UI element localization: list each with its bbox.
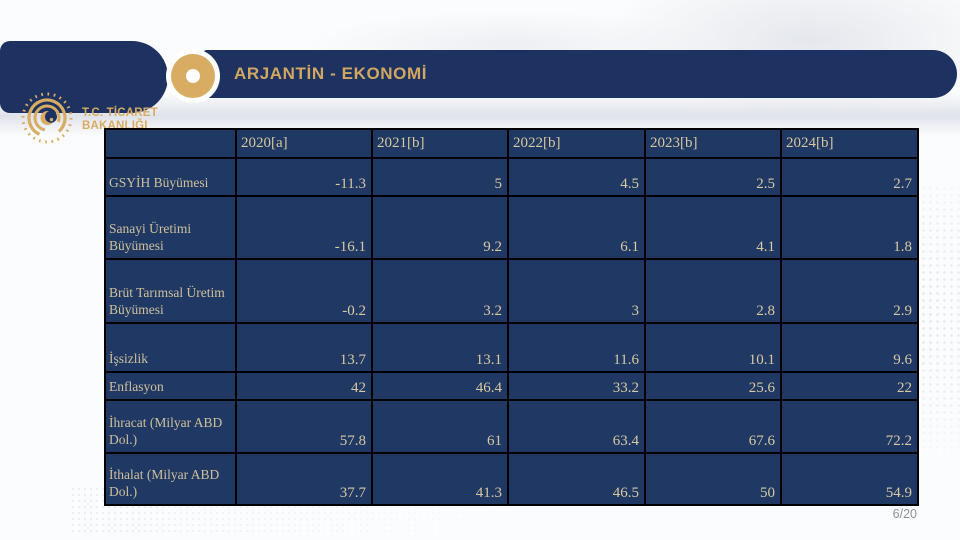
cell-value: 50 (644, 452, 782, 506)
table-row-exports: İhracat (Milyar ABD Dol.) 57.8 61 63.4 6… (104, 399, 919, 454)
cell-value: 54.9 (780, 452, 919, 506)
cell-value: 67.6 (644, 399, 782, 454)
cell-value: 22 (780, 371, 919, 401)
row-label: İthalat (Milyar ABD Dol.) (104, 452, 237, 506)
table-row-imports: İthalat (Milyar ABD Dol.) 37.7 41.3 46.5… (104, 452, 919, 506)
gold-donut-hole (186, 69, 200, 83)
ministry-logo-lozenge: T.C. TİCARET BAKANLIĞI (0, 41, 168, 144)
cell-value: 9.6 (780, 322, 919, 373)
row-label: Enflasyon (104, 371, 237, 401)
column-header-2024: 2024[b] (780, 128, 919, 159)
cell-value: 72.2 (780, 399, 919, 454)
table-row-unemployment: İşsizlik 13.7 13.1 11.6 10.1 9.6 (104, 322, 919, 373)
column-header-2022: 2022[b] (507, 128, 646, 159)
cell-value: 1.8 (780, 195, 919, 260)
cell-value: 11.6 (507, 322, 646, 373)
table-row-inflation: Enflasyon 42 46.4 33.2 25.6 22 (104, 371, 919, 401)
cell-value: 13.1 (371, 322, 509, 373)
column-header-2023: 2023[b] (644, 128, 782, 159)
economy-table: 2020[a] 2021[b] 2022[b] 2023[b] 2024[b] … (104, 128, 919, 506)
row-label: Brüt Tarımsal Üretim Büyümesi (104, 258, 237, 324)
cell-value: 25.6 (644, 371, 782, 401)
cell-value: 63.4 (507, 399, 646, 454)
cell-value: 5 (371, 157, 509, 197)
cell-value: 10.1 (644, 322, 782, 373)
cell-value: -16.1 (235, 195, 373, 260)
row-label: İşsizlik (104, 322, 237, 373)
cell-value: 2.8 (644, 258, 782, 324)
gold-donut-icon (171, 54, 215, 98)
page-number: 6/20 (892, 507, 917, 521)
column-header-2021: 2021[b] (371, 128, 509, 159)
row-label: GSYİH Büyümesi (104, 157, 237, 197)
cell-value: 6.1 (507, 195, 646, 260)
cell-value: -0.2 (235, 258, 373, 324)
cell-value: 37.7 (235, 452, 373, 506)
row-label: İhracat (Milyar ABD Dol.) (104, 399, 237, 454)
cell-value: -11.3 (235, 157, 373, 197)
table-row-industrial-production: Sanayi Üretimi Büyümesi -16.1 9.2 6.1 4.… (104, 195, 919, 260)
table-row-gdp-growth: GSYİH Büyümesi -11.3 5 4.5 2.5 2.7 (104, 157, 919, 197)
table-header-row: 2020[a] 2021[b] 2022[b] 2023[b] 2024[b] (104, 128, 919, 159)
cell-value: 46.5 (507, 452, 646, 506)
cell-value: 3.2 (371, 258, 509, 324)
row-label: Sanayi Üretimi Büyümesi (104, 195, 237, 260)
cell-value: 2.9 (780, 258, 919, 324)
cell-value: 33.2 (507, 371, 646, 401)
slide-title-bar: ARJANTİN - EKONOMİ (203, 50, 957, 98)
divider-ring (166, 49, 220, 103)
cell-value: 57.8 (235, 399, 373, 454)
cell-value: 13.7 (235, 322, 373, 373)
cell-value: 41.3 (371, 452, 509, 506)
ministry-name-line1: T.C. TİCARET (82, 107, 158, 119)
column-header-2020: 2020[a] (235, 128, 373, 159)
cell-value: 46.4 (371, 371, 509, 401)
page-title: ARJANTİN - EKONOMİ (234, 64, 428, 83)
cell-value: 42 (235, 371, 373, 401)
cell-value: 3 (507, 258, 646, 324)
cell-value: 4.5 (507, 157, 646, 197)
cell-value: 4.1 (644, 195, 782, 260)
cell-value: 2.7 (780, 157, 919, 197)
table-row-gross-agricultural-production: Brüt Tarımsal Üretim Büyümesi -0.2 3.2 3… (104, 258, 919, 324)
cell-value: 2.5 (644, 157, 782, 197)
column-header-blank (104, 128, 237, 159)
ministry-emblem-icon (21, 92, 73, 144)
cell-value: 9.2 (371, 195, 509, 260)
cell-value: 61 (371, 399, 509, 454)
